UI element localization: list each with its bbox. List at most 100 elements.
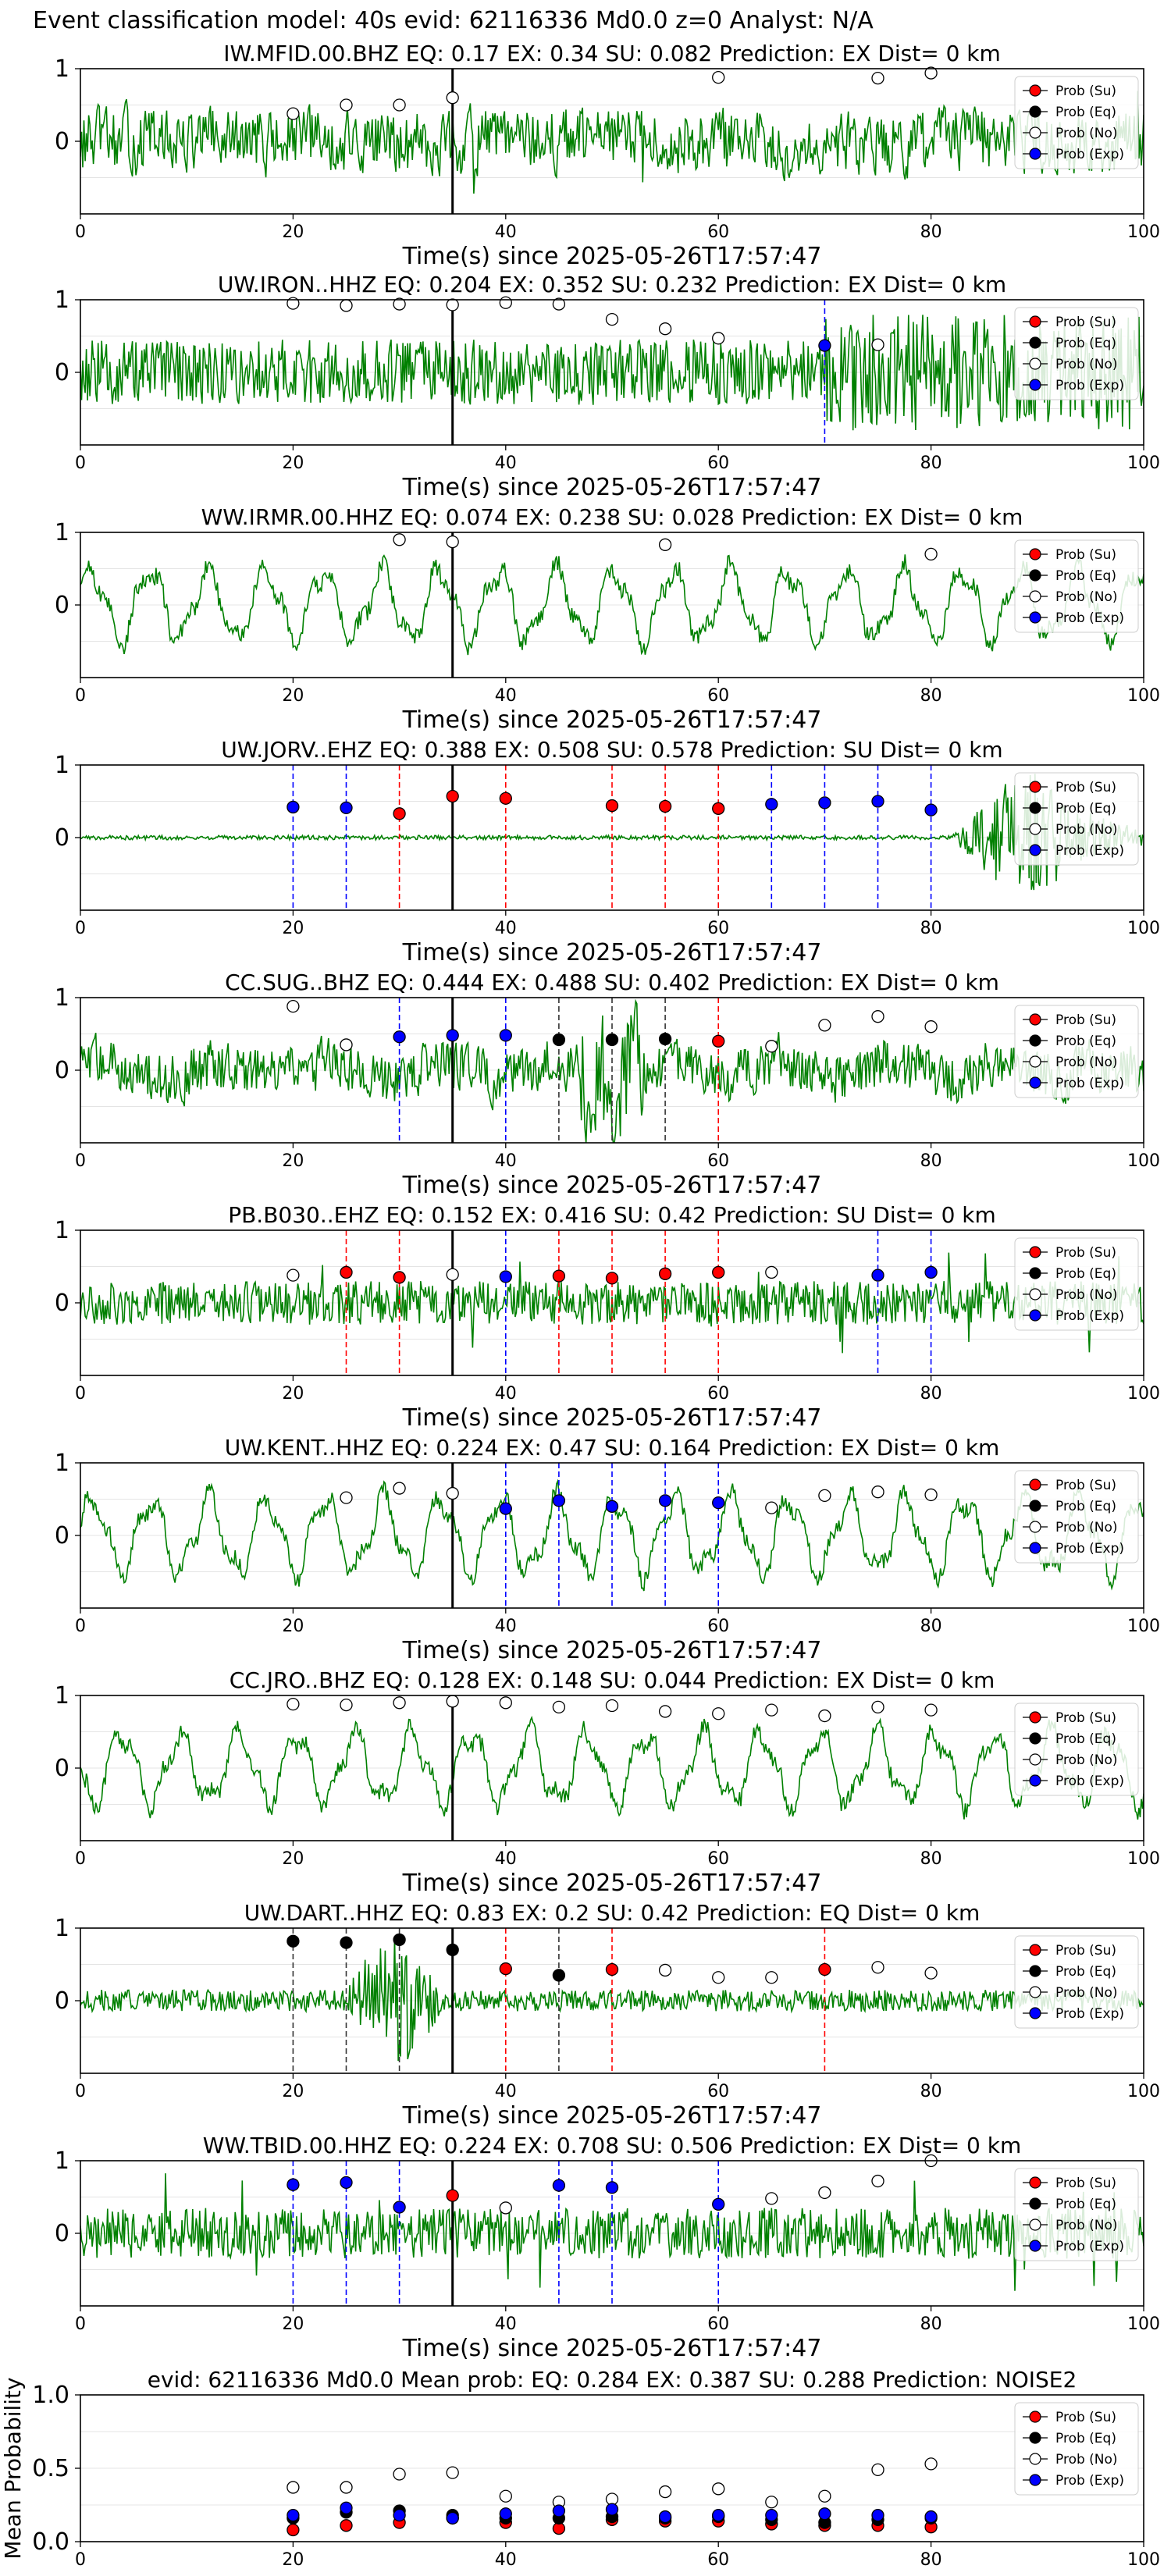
y-tick-label: 0 <box>55 1290 69 1317</box>
mean-prob-marker-exp <box>499 2507 512 2521</box>
y-tick-label: 1 <box>55 55 69 83</box>
legend-marker-no <box>1029 823 1041 835</box>
prob-marker-no <box>765 1040 778 1053</box>
x-tick-label: 100 <box>1127 2082 1160 2101</box>
legend-marker-su <box>1029 1711 1041 1724</box>
legend-label: Prob (Eq) <box>1055 568 1116 584</box>
seismogram-trace <box>80 91 1144 194</box>
mean-prob-marker-no <box>712 2482 725 2496</box>
x-tick-label: 80 <box>920 454 942 473</box>
panel-cc-sug-bhz: CC.SUG..BHZ EQ: 0.444 EX: 0.488 SU: 0.40… <box>55 970 1160 1199</box>
prob-marker-exp <box>393 1030 406 1044</box>
prob-marker-su <box>605 799 619 813</box>
x-tick-label: 40 <box>495 686 517 706</box>
legend-marker-eq <box>1029 1500 1041 1512</box>
legend-marker-su <box>1029 1478 1041 1491</box>
x-tick-label: 40 <box>495 1151 517 1171</box>
prob-marker-no <box>712 1971 725 1984</box>
legend-label: Prob (No) <box>1055 2452 1118 2467</box>
mean-prob-marker-no <box>287 2481 300 2494</box>
x-tick-label: 100 <box>1127 686 1160 706</box>
legend-marker-no <box>1029 590 1041 603</box>
y-tick-label: 0 <box>55 1755 69 1782</box>
legend-label: Prob (No) <box>1055 357 1118 372</box>
x-tick-label: 60 <box>707 454 729 473</box>
legend-marker-exp <box>1029 2240 1041 2252</box>
x-tick-label: 40 <box>495 2550 517 2570</box>
panel-ww-irmr-00-hhz: WW.IRMR.00.HHZ EQ: 0.074 EX: 0.238 SU: 0… <box>55 504 1160 734</box>
y-tick-label: 0 <box>55 359 69 386</box>
legend-marker-no <box>1029 1055 1041 1068</box>
legend-box <box>1014 1005 1139 1098</box>
prob-marker-no <box>605 312 619 326</box>
panel-title: WW.IRMR.00.HHZ EQ: 0.074 EX: 0.238 SU: 0… <box>201 504 1023 530</box>
prob-marker-no <box>765 1265 778 1279</box>
mean-prob-marker-no <box>818 2489 831 2503</box>
y-tick-label: 0 <box>55 1522 69 1550</box>
prob-marker-exp <box>499 1029 512 1042</box>
y-tick-label: 1 <box>55 1915 69 1942</box>
x-tick-label: 20 <box>282 1617 304 1636</box>
prob-marker-exp <box>499 1502 512 1515</box>
legend-marker-eq <box>1029 2432 1041 2444</box>
legend-label: Prob (Exp) <box>1055 2006 1124 2022</box>
mean-prob-marker-exp <box>605 2503 619 2516</box>
legend-label: Prob (Su) <box>1055 315 1116 330</box>
y-tick-label: 1 <box>55 984 69 1012</box>
legend-marker-eq <box>1029 1267 1041 1279</box>
legend-label: Prob (Su) <box>1055 1478 1116 1493</box>
x-tick-label: 60 <box>707 1151 729 1171</box>
x-tick-label: 0 <box>75 2314 86 2334</box>
prob-marker-su <box>446 789 459 803</box>
x-tick-label: 40 <box>495 222 517 242</box>
prob-marker-eq <box>393 1933 406 1947</box>
prob-marker-no <box>871 1700 884 1714</box>
mean-prob-marker-exp <box>287 2509 300 2522</box>
mean-prob-marker-exp <box>924 2510 938 2524</box>
legend-marker-eq <box>1029 1034 1041 1047</box>
legend-label: Prob (No) <box>1055 1752 1118 1768</box>
prob-marker-no <box>765 1971 778 1984</box>
y-tick-label: 0 <box>55 1057 69 1084</box>
x-tick-label: 20 <box>282 1849 304 1869</box>
x-tick-label: 40 <box>495 454 517 473</box>
prob-marker-exp <box>340 2176 353 2190</box>
x-tick-label: 100 <box>1127 1151 1160 1171</box>
legend-label: Prob (Su) <box>1055 1012 1116 1028</box>
mean-prob-marker-exp <box>340 2501 353 2514</box>
seismogram-trace <box>80 1936 1144 2062</box>
prob-marker-exp <box>552 2179 566 2192</box>
prob-marker-no <box>287 1698 300 1711</box>
legend-marker-eq <box>1029 336 1041 349</box>
y-tick-label: 0 <box>55 128 69 155</box>
legend-label: Prob (No) <box>1055 126 1118 141</box>
prob-marker-no <box>871 1010 884 1023</box>
legend-label: Prob (Eq) <box>1055 1731 1116 1747</box>
x-axis-label: Time(s) since 2025-05-26T17:57:47 <box>402 2335 822 2362</box>
x-tick-label: 80 <box>920 1384 942 1404</box>
prob-marker-su <box>393 807 406 820</box>
x-tick-label: 20 <box>282 2082 304 2101</box>
legend-marker-eq <box>1029 105 1041 118</box>
prob-marker-su <box>712 1265 725 1279</box>
prob-marker-exp <box>552 1494 566 1507</box>
prob-marker-exp <box>393 2201 406 2214</box>
mean-prob-marker-no <box>446 2466 459 2479</box>
legend-label: Prob (Eq) <box>1055 2197 1116 2212</box>
mean-prob-marker-exp <box>658 2510 672 2524</box>
x-tick-label: 0 <box>75 2550 86 2570</box>
legend-box <box>1014 539 1139 633</box>
x-tick-label: 60 <box>707 1617 729 1636</box>
y-tick-label: 0 <box>55 2220 69 2247</box>
x-tick-label: 40 <box>495 1384 517 1404</box>
prob-marker-exp <box>818 339 831 352</box>
prob-marker-exp <box>605 2181 619 2194</box>
legend-label: Prob (Su) <box>1055 84 1116 99</box>
x-tick-label: 0 <box>75 919 86 938</box>
x-tick-label: 80 <box>920 1849 942 1869</box>
legend-label: Prob (Eq) <box>1055 801 1116 817</box>
y-tick-label: 0 <box>55 592 69 619</box>
seismogram-trace <box>80 998 1144 1143</box>
seismogram-trace <box>80 314 1144 431</box>
